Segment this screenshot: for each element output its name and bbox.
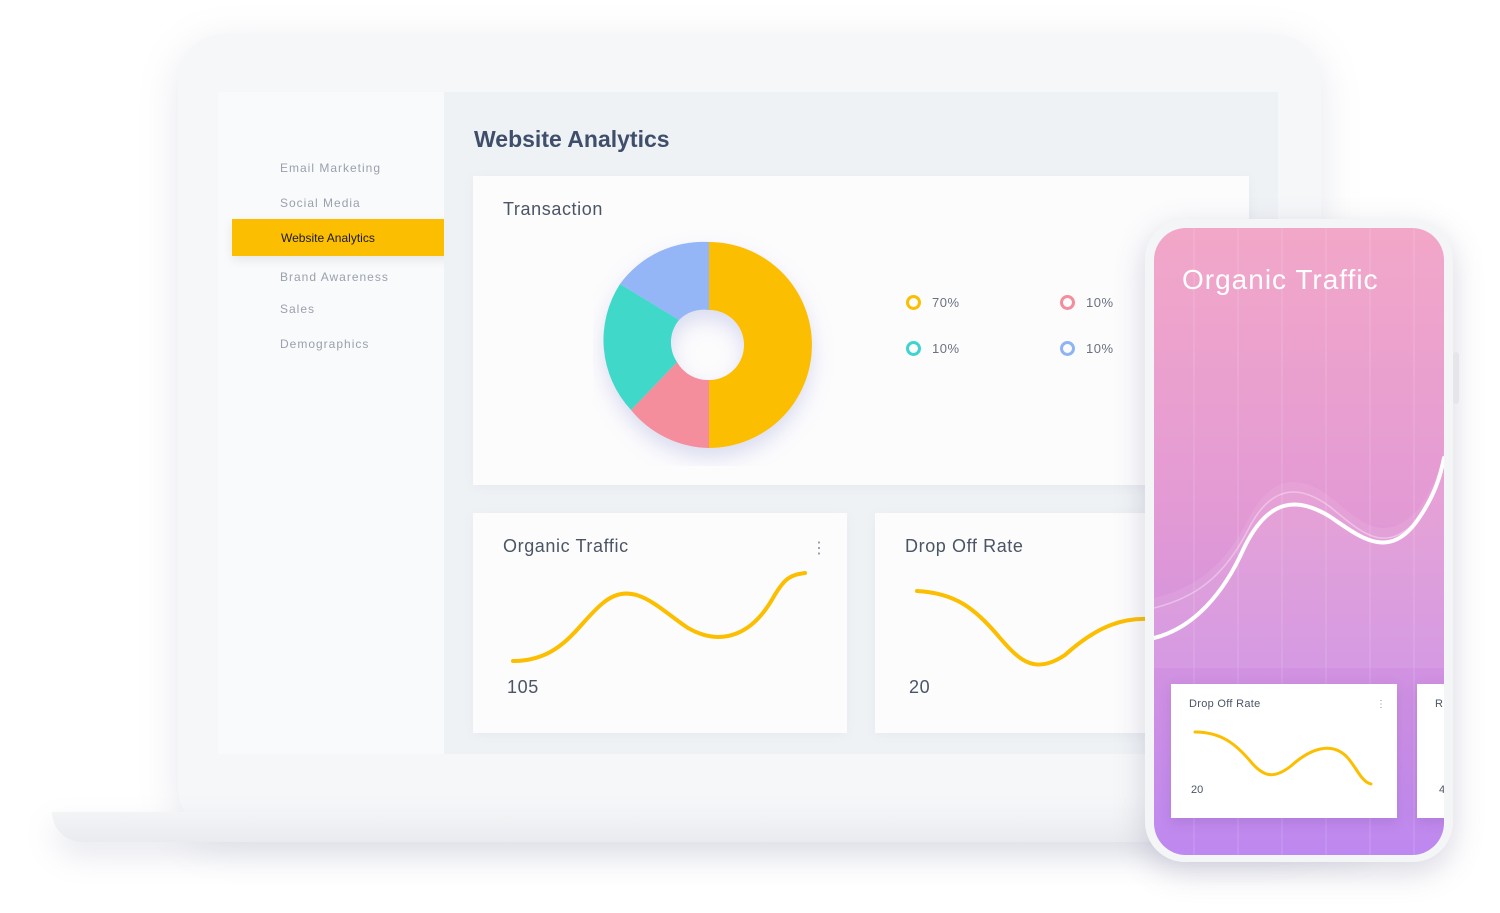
sidebar-item-social-media[interactable]: Social Media [280,196,361,210]
sidebar-item-sales[interactable]: Sales [280,302,316,316]
legend-dot-icon [906,341,921,356]
donut-slice-teal [603,284,679,410]
legend-label: 10% [1086,341,1114,356]
more-options-icon[interactable]: ⋮ [811,540,827,557]
sidebar-item-brand-awareness[interactable]: Brand Awareness [280,270,389,284]
drop-off-rate-value: 20 [909,677,931,697]
page-title: Website Analytics [474,126,670,152]
phone-organic-traffic-curve [1154,448,1444,668]
phone-partial-card-title: R [1435,698,1443,710]
drop-off-rate-title: Drop Off Rate [905,536,1024,556]
legend-label: 10% [932,341,960,356]
drop-off-rate-sparkline [915,589,1167,667]
transaction-title: Transaction [503,199,603,219]
main-content: Website Analytics Transaction [444,92,1278,754]
transaction-card: Transaction 70% [473,176,1249,485]
organic-traffic-title: Organic Traffic [503,536,629,556]
sidebar-item-label: Website Analytics [281,231,375,245]
organic-traffic-sparkline [511,571,807,663]
phone-title: Organic Traffic [1182,264,1379,295]
legend-item-blue: 10% [1060,341,1114,356]
sidebar-item-website-analytics[interactable]: Website Analytics [232,219,452,256]
phone-screen: Organic Traffic Drop Off Rate ⋮ 20 R 4 [1154,228,1444,855]
sidebar-item-email-marketing[interactable]: Email Marketing [280,161,382,175]
legend-label: 70% [932,295,960,310]
donut-slice-pink [631,362,709,448]
sidebar-item-demographics[interactable]: Demographics [280,337,370,351]
legend-item-pink: 10% [1060,295,1114,310]
transaction-donut-chart [603,241,812,448]
phone-side-button [1453,352,1459,404]
more-options-icon[interactable]: ⋮ [1376,699,1386,710]
phone-partial-card-value: 4 [1439,784,1444,796]
laptop-screen: Email Marketing Social Media Website Ana… [218,92,1278,754]
legend-item-teal: 10% [906,341,960,356]
organic-traffic-card: Organic Traffic ⋮ 105 [473,513,847,733]
organic-traffic-value: 105 [507,677,539,697]
legend-item-yellow: 70% [906,295,960,310]
legend-dot-icon [1060,295,1075,310]
donut-slice-blue [620,241,709,320]
phone-drop-off-sparkline [1193,730,1373,786]
legend-label: 10% [1086,295,1114,310]
phone-drop-off-rate-title: Drop Off Rate [1189,698,1261,710]
donut-slice-yellow [709,242,812,448]
legend-dot-icon [1060,341,1075,356]
legend-dot-icon [906,295,921,310]
phone-drop-off-rate-value: 20 [1191,784,1204,796]
phone-drop-off-rate-card: Drop Off Rate ⋮ 20 [1171,684,1397,818]
sidebar: Email Marketing Social Media Website Ana… [218,92,452,754]
phone-partial-card: R 4 [1417,684,1444,818]
